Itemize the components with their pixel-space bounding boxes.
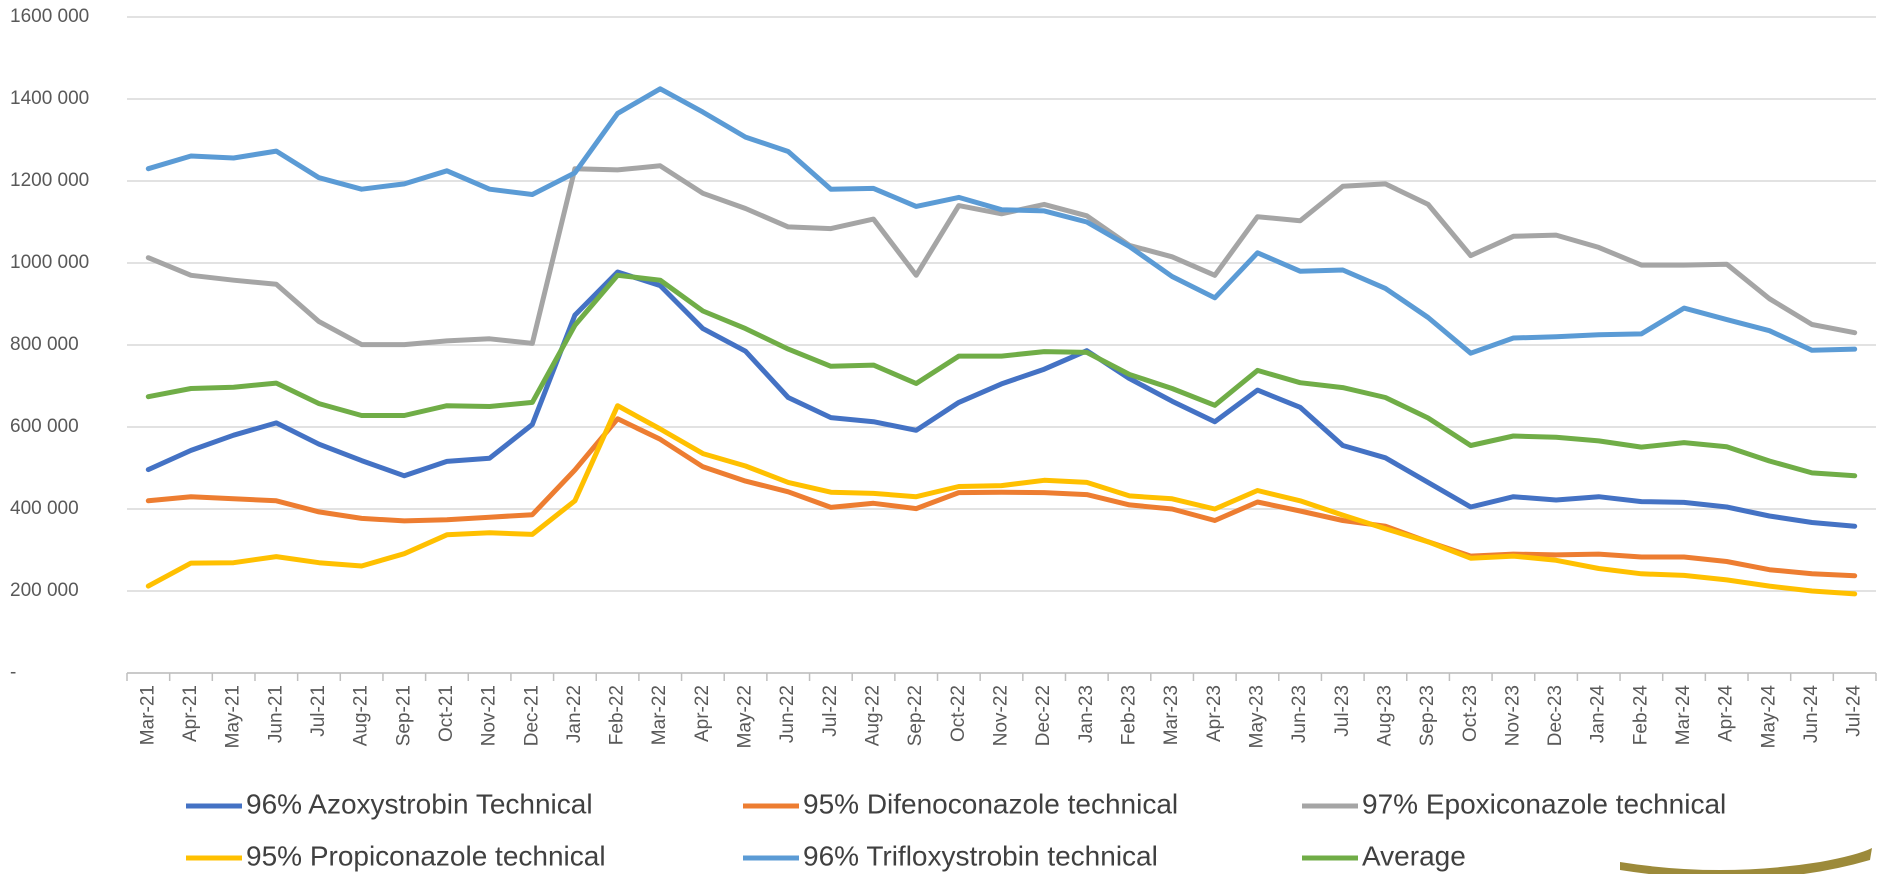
- x-tick-label: Jan-22: [564, 685, 585, 743]
- x-tick-label: Aug-23: [1374, 685, 1395, 746]
- decoration: [1620, 848, 1872, 874]
- x-tick-label: Jun-21: [265, 685, 286, 743]
- x-tick-label: May-22: [735, 685, 756, 748]
- series-line: [148, 89, 1854, 353]
- x-tick-label: Jan-23: [1076, 685, 1097, 743]
- y-tick-label: 1600 000: [10, 6, 89, 27]
- x-tick-label: Nov-22: [991, 685, 1012, 746]
- x-tick-label: Dec-22: [1033, 685, 1054, 746]
- x-tick-label: Sep-21: [393, 685, 414, 746]
- legend-label: 96% Azoxystrobin Technical: [246, 788, 593, 819]
- x-tick-label: Oct-22: [948, 685, 969, 742]
- x-tick-label: Aug-21: [351, 685, 372, 746]
- x-tick-label: Jul-21: [308, 685, 329, 737]
- y-tick-label: -: [10, 662, 16, 683]
- legend-label: 97% Epoxiconazole technical: [1362, 788, 1726, 819]
- x-tick-label: May-21: [223, 685, 244, 748]
- x-tick-label: May-24: [1758, 685, 1779, 749]
- x-tick-label: Mar-21: [137, 685, 158, 745]
- y-tick-label: 800 000: [10, 334, 79, 355]
- y-tick-label: 1200 000: [10, 170, 89, 191]
- x-tick-label: Dec-23: [1545, 685, 1566, 746]
- x-tick-label: Jul-22: [820, 685, 841, 737]
- x-tick-label: Mar-22: [649, 685, 670, 745]
- chart: - 200 000 400 000 600 000 800 000 1000 000 120…: [0, 0, 1878, 874]
- legend-label: 95% Difenoconazole technical: [803, 788, 1178, 819]
- x-tick-label: Jul-24: [1844, 685, 1865, 737]
- x-tick-label: Feb-23: [1118, 685, 1139, 745]
- x-tick-label: Aug-22: [863, 685, 884, 746]
- x-tick-label: Nov-21: [479, 685, 500, 746]
- x-tick-label: Jun-23: [1289, 685, 1310, 743]
- x-tick-label: Mar-23: [1161, 685, 1182, 745]
- x-tick-label: Feb-24: [1630, 685, 1651, 746]
- series-line: [148, 166, 1854, 345]
- x-tick-label: May-23: [1246, 685, 1267, 748]
- x-tick-label: Dec-21: [521, 685, 542, 746]
- series-line: [148, 406, 1854, 594]
- legend-label: 95% Propiconazole technical: [246, 840, 606, 871]
- x-tick-label: Nov-23: [1502, 685, 1523, 746]
- x-tick-label: Feb-22: [607, 685, 628, 745]
- x-tick-label: Apr-24: [1716, 685, 1737, 742]
- x-tick-label: Apr-23: [1204, 685, 1225, 742]
- x-tick-label: Apr-21: [180, 685, 201, 742]
- y-tick-label: 1000 000: [10, 252, 89, 273]
- x-tick-label: Jul-23: [1332, 685, 1353, 737]
- x-tick-label: Jun-24: [1801, 685, 1822, 744]
- y-tick-label: 1400 000: [10, 88, 89, 109]
- y-tick-label: 400 000: [10, 498, 79, 519]
- x-tick-label: Oct-23: [1460, 685, 1481, 742]
- y-tick-label: 200 000: [10, 580, 79, 601]
- legend-label: 96% Trifloxystrobin technical: [803, 840, 1158, 871]
- x-tick-label: Jan-24: [1588, 685, 1609, 744]
- x-tick-label: Mar-24: [1673, 685, 1694, 746]
- y-tick-label: 600 000: [10, 416, 79, 437]
- x-tick-label: Sep-23: [1417, 685, 1438, 746]
- series-line: [148, 275, 1854, 476]
- legend-label: Average: [1362, 840, 1466, 871]
- x-tick-label: Apr-22: [692, 685, 713, 742]
- x-tick-label: Oct-21: [436, 685, 457, 742]
- x-tick-label: Jun-22: [777, 685, 798, 743]
- x-tick-label: Sep-22: [905, 685, 926, 746]
